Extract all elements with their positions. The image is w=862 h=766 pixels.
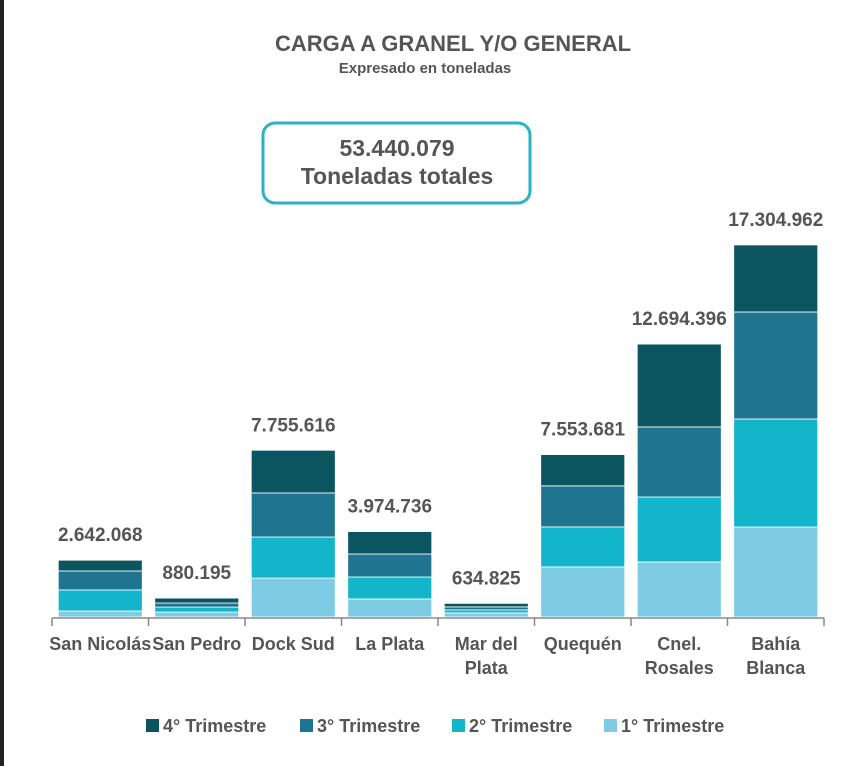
total-label: 2.642.068: [58, 525, 143, 546]
bar-segment: [443, 612, 529, 618]
bar-segment: [57, 610, 143, 618]
legend-swatch: [452, 719, 465, 732]
bar-segment: [733, 311, 819, 420]
total-label: 880.195: [162, 563, 231, 584]
x-tick-label: San Nicolás: [49, 634, 152, 654]
bar-segment: [250, 492, 336, 538]
bar-segment: [347, 598, 433, 618]
x-tick-label: Mar del Plata: [454, 634, 518, 678]
bar-segment: [636, 343, 722, 428]
total-label: 7.755.616: [251, 415, 336, 436]
bar-segment: [154, 602, 240, 608]
legend-swatch: [604, 719, 617, 732]
bar-segment: [347, 531, 433, 555]
x-tick-label: Dock Sud: [251, 634, 335, 654]
bar-segment: [154, 611, 240, 618]
x-tick-label: Cnel. Rosales: [644, 634, 714, 678]
bar-segment: [540, 526, 626, 568]
legend-label: 4° Trimestre: [163, 716, 266, 736]
summary-value: 53.440.079: [339, 135, 454, 161]
total-label: 3.974.736: [347, 497, 432, 518]
bar-segment: [57, 559, 143, 572]
bar-segment: [154, 606, 240, 613]
bar-segment: [443, 609, 529, 614]
bar-segment: [636, 561, 722, 618]
bar-segment: [540, 454, 626, 487]
bar-segment: [733, 526, 819, 618]
bar-segment: [347, 553, 433, 578]
x-tick-label: San Pedro: [152, 634, 242, 654]
bar-segment: [250, 449, 336, 494]
total-label: 12.694.396: [632, 309, 727, 330]
bar-segment: [443, 606, 529, 611]
x-tick-label: Quequén: [543, 634, 622, 654]
bar-segment: [154, 597, 240, 604]
chart-subtitle: Expresado en toneladas: [339, 60, 512, 77]
bar-segment: [347, 576, 433, 600]
bar-segment: [636, 426, 722, 498]
legend-swatch: [300, 719, 313, 732]
total-label: 17.304.962: [728, 210, 823, 231]
x-tick-label: Bahía Blanca: [746, 634, 806, 678]
legend-label: 2° Trimestre: [469, 716, 572, 736]
bar-segment: [733, 244, 819, 313]
chart-title: CARGA A GRANEL Y/O GENERAL: [275, 31, 631, 56]
bar-segment: [57, 589, 143, 612]
summary-label: Toneladas totales: [301, 163, 494, 189]
left-edge: [0, 0, 4, 766]
bar-segment: [540, 566, 626, 618]
bar-segment: [636, 496, 722, 563]
x-tick-label: La Plata: [355, 634, 425, 654]
bar-segment: [540, 485, 626, 528]
bar-segment: [250, 536, 336, 579]
legend-label: 1° Trimestre: [621, 716, 724, 736]
bar-segment: [443, 602, 529, 608]
summary-box: [261, 121, 532, 205]
legend-label: 3° Trimestre: [317, 716, 420, 736]
total-label: 7.553.681: [540, 420, 625, 441]
bar-segment: [733, 418, 819, 528]
total-label: 634.825: [452, 568, 521, 589]
bar-segment: [250, 577, 336, 618]
legend-swatch: [146, 719, 159, 732]
bar-segment: [57, 570, 143, 591]
